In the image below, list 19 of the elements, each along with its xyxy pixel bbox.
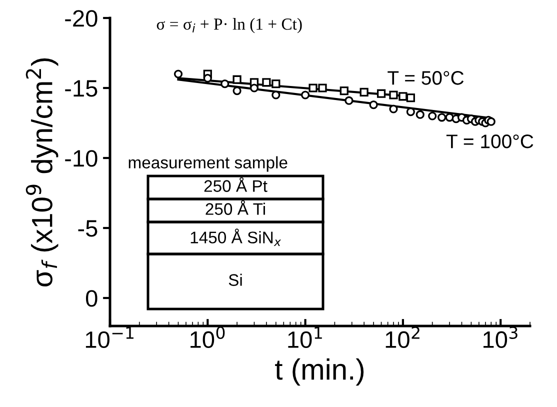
annotation: Si xyxy=(228,274,242,286)
y-tick-label: -10 xyxy=(65,150,98,167)
x-tick-label: 10$^{0}$ xyxy=(190,326,225,348)
y-axis-title: σ$_{f}$ (x10$^{9}$ dyn/cm$^{2}$) xyxy=(26,58,58,286)
y-tick-label: -20 xyxy=(65,10,98,27)
annotation: measurement sample xyxy=(128,156,288,172)
annotation: 1450 Å SiN$_{x}$ xyxy=(190,228,282,246)
annotation: σ = σ$_{i}$ + P· ln (1 + Ct) xyxy=(156,18,302,34)
x-tick-label: 10$^{3}$ xyxy=(484,326,518,348)
x-tick-label: 10$^{−1}$ xyxy=(86,326,134,348)
x-tick-label: 10$^{1}$ xyxy=(288,326,322,348)
y-tick-label: -5 xyxy=(78,220,98,237)
annotation: T = 50°C xyxy=(388,71,464,85)
annotation: 250 Å Ti xyxy=(206,200,265,215)
y-tick-label: 0 xyxy=(86,290,98,307)
y-tick-label: -15 xyxy=(65,80,98,97)
annotation: T = 100°C xyxy=(446,134,534,148)
annotation: 250 Å Pt xyxy=(204,177,268,192)
x-axis-title: t (min.) xyxy=(275,358,364,386)
